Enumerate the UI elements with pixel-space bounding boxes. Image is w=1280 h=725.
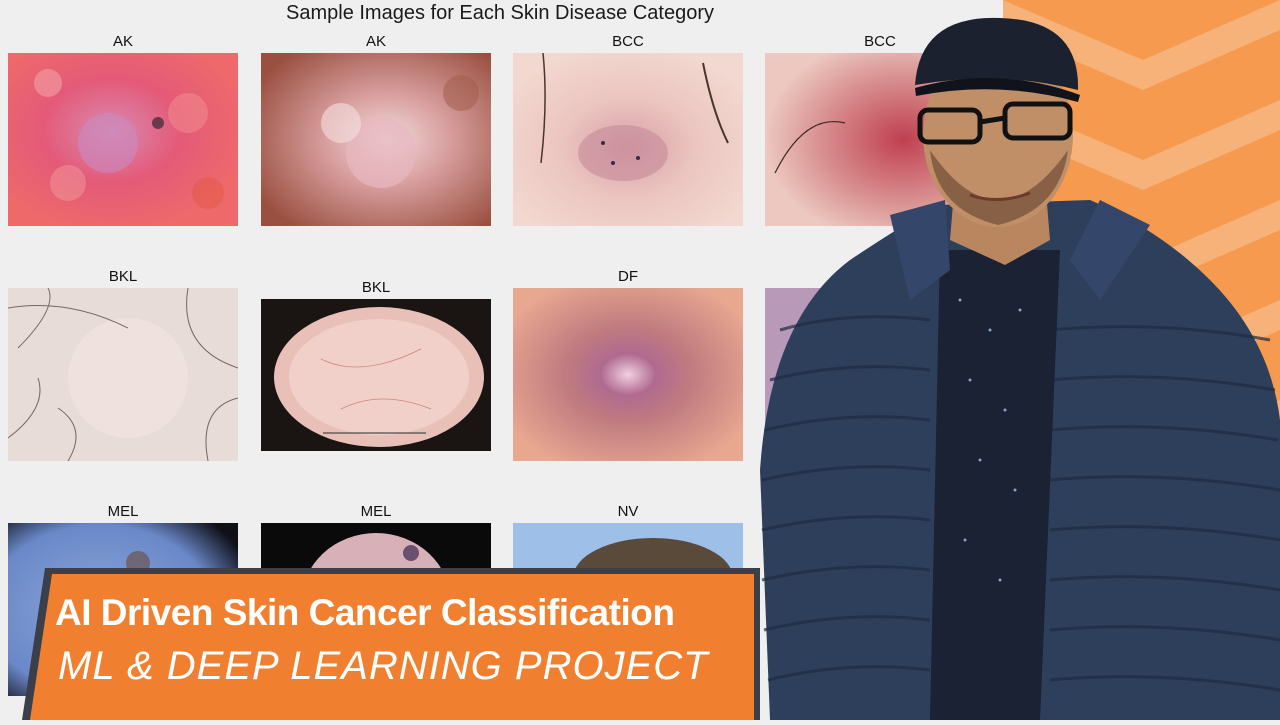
cell-label: AK xyxy=(112,33,133,50)
presenter-photo xyxy=(740,0,1280,720)
cell-label: AK xyxy=(365,33,386,50)
cell-label: BCC xyxy=(612,33,644,50)
cell-label: BKL xyxy=(108,268,138,285)
cell-label: MEL xyxy=(360,503,392,520)
dermoscopy-image-bkl-2 xyxy=(261,299,491,451)
cell-label: MEL xyxy=(107,503,139,520)
cell-label: DF xyxy=(618,268,638,285)
cell-label: NV xyxy=(617,503,639,520)
dermoscopy-image-bcc-1 xyxy=(513,53,743,226)
dermoscopy-image-ak-2 xyxy=(261,53,491,226)
caption-title: AI Driven Skin Cancer Classification xyxy=(55,592,675,633)
dermoscopy-image-bkl-1 xyxy=(8,288,238,461)
caption-banner xyxy=(0,568,760,720)
caption-subtitle: ML & DEEP LEARNING PROJECT xyxy=(58,644,709,688)
cell-label: BKL xyxy=(361,279,391,296)
dermoscopy-image-df xyxy=(513,288,743,461)
figure-title: Sample Images for Each Skin Disease Cate… xyxy=(286,2,714,24)
cell-label: BCC xyxy=(864,33,896,50)
dermoscopy-image-ak-1 xyxy=(8,53,238,226)
